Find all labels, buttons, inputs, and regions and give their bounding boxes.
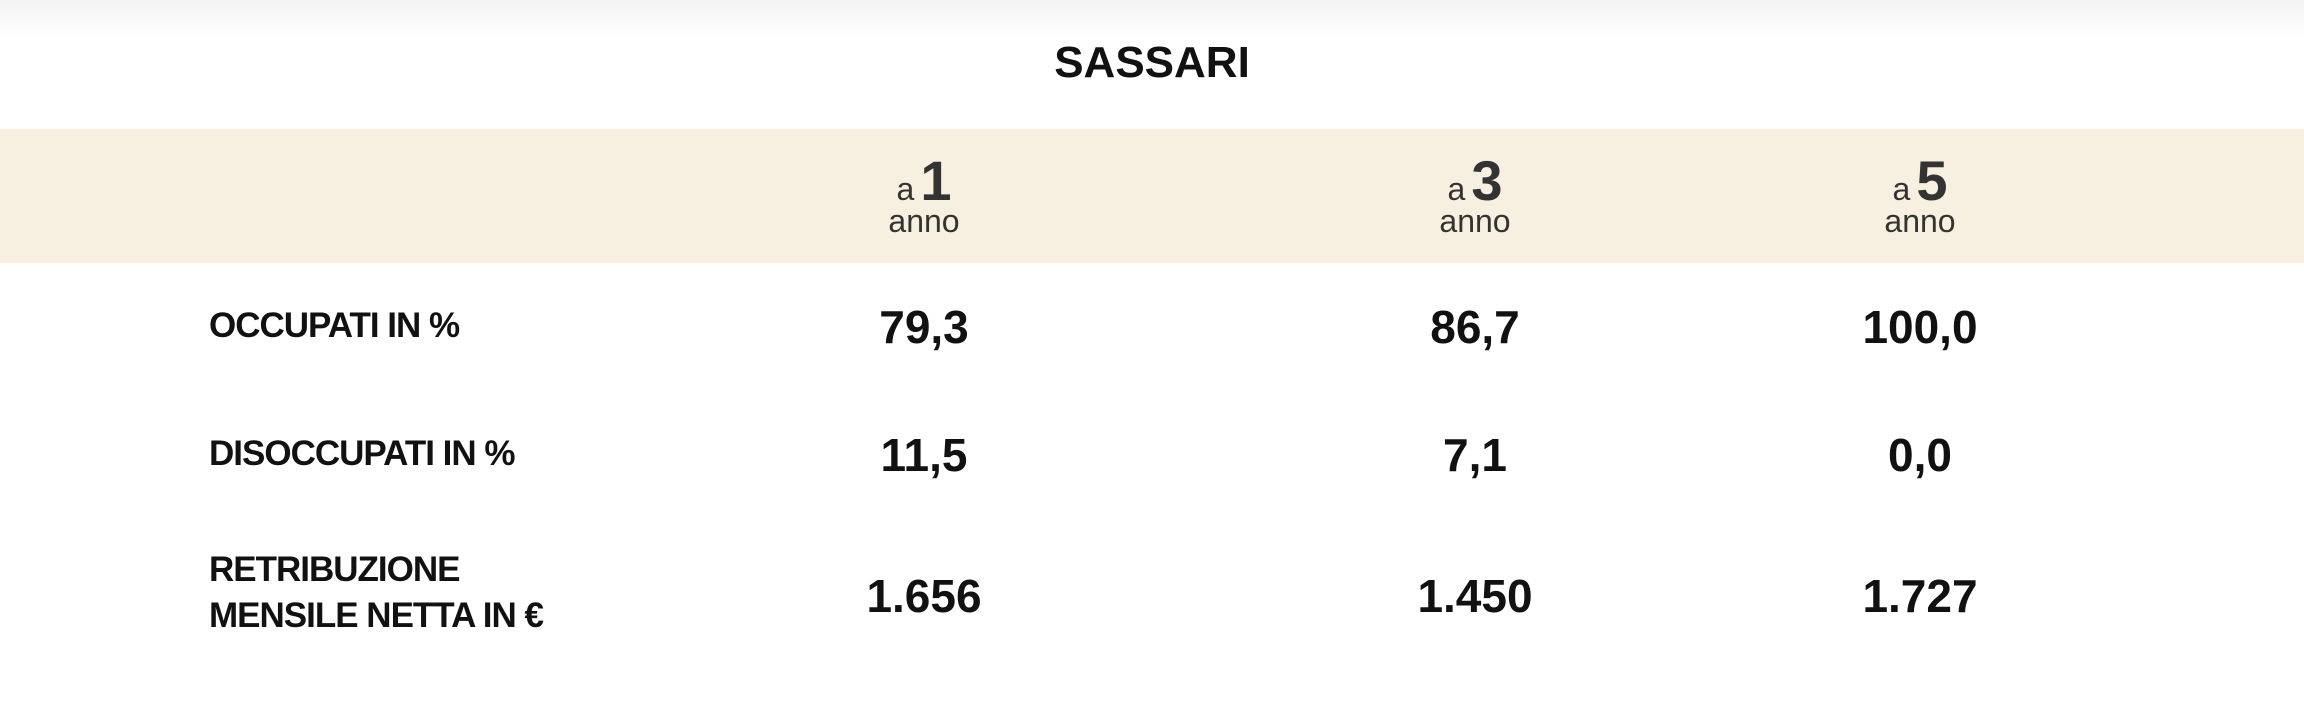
column-prefix: a [1447,171,1466,207]
row-label-disoccupati: DISOCCUPATI IN % [209,434,515,473]
column-number: 5 [1916,149,1948,212]
value-occupati-5: 100,0 [1862,301,1978,353]
value-occupati-1: 79,3 [879,301,969,353]
value-retribuzione-1: 1.656 [866,570,982,622]
page-title: SASSARI [1054,38,1250,87]
column-unit: anno [1439,203,1511,239]
row-label-line: RETRIBUZIONE [209,550,460,589]
column-number: 3 [1471,149,1503,212]
column-unit: anno [888,203,960,239]
value-occupati-3: 86,7 [1430,301,1520,353]
column-unit: anno [1884,203,1956,239]
column-prefix: a [896,171,915,207]
row-label-occupati: OCCUPATI IN % [209,306,460,345]
value-disoccupati-1: 11,5 [880,429,968,481]
row-label-retribuzione: RETRIBUZIONE MENSILE NETTA IN € [209,547,544,639]
value-disoccupati-3: 7,1 [1443,429,1507,481]
value-retribuzione-3: 1.450 [1417,570,1533,622]
row-label-line: MENSILE NETTA IN € [209,596,544,635]
value-retribuzione-5: 1.727 [1862,570,1978,622]
column-prefix: a [1892,171,1911,207]
column-number: 1 [920,149,952,212]
column-header-band [0,129,2304,263]
top-shadow [0,0,2304,40]
value-disoccupati-5: 0,0 [1888,429,1952,481]
